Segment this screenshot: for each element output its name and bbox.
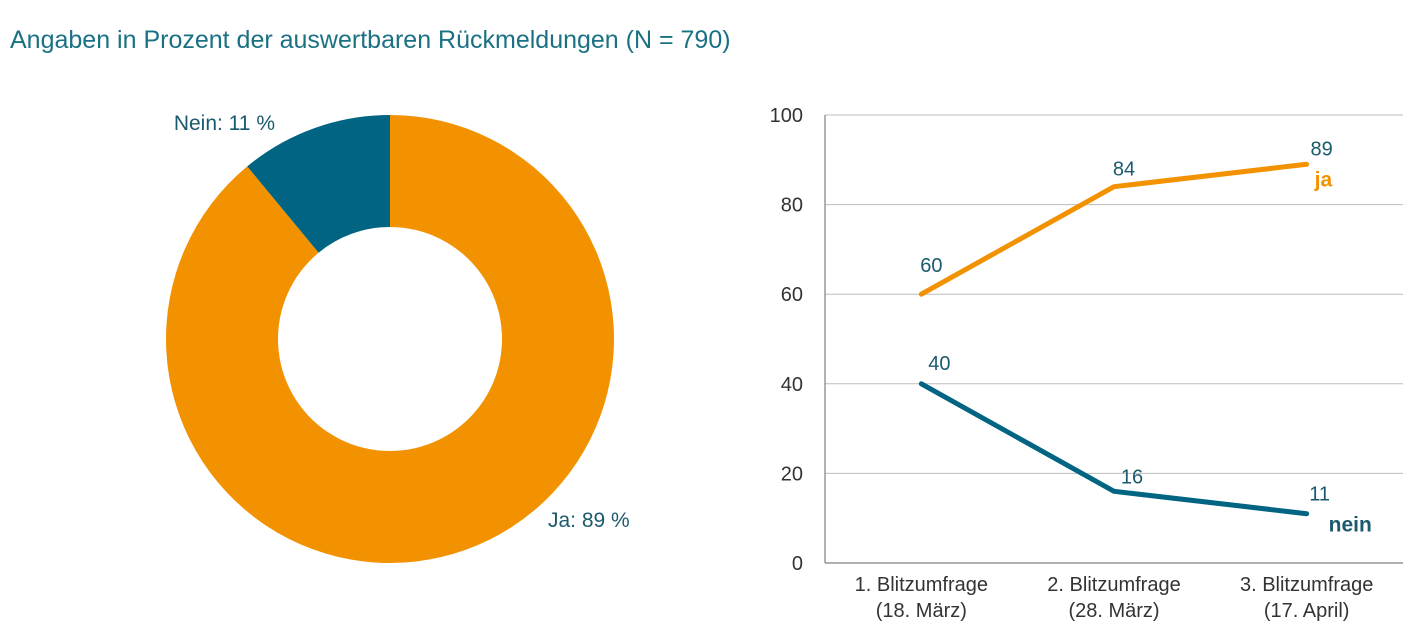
- y-tick-label: 60: [781, 284, 803, 306]
- data-label-ja: 60: [920, 255, 942, 277]
- series-name-label-ja: ja: [1314, 168, 1333, 191]
- data-label-nein: 16: [1121, 466, 1143, 488]
- line-chart: 0 20 40 60 80 100 1. Blitzumfrage (18. März) 2. …: [770, 105, 1403, 622]
- donut-chart: Ja: 89 % Nein: 11 %: [166, 112, 630, 564]
- y-tick-label: 0: [792, 553, 803, 575]
- x-tick-label: 1. Blitzumfrage (18. März): [855, 574, 988, 622]
- x-tick-label: 2. Blitzumfrage (28. März): [1047, 574, 1180, 622]
- y-tick-label: 20: [781, 463, 803, 485]
- data-label-nein: 40: [928, 353, 950, 375]
- series-line-nein: [918, 381, 1310, 517]
- donut-label-nein: Nein: 11 %: [174, 112, 275, 135]
- y-tick-label: 80: [781, 195, 803, 217]
- chart-title: Angaben in Prozent der auswertbaren Rück…: [10, 26, 731, 54]
- data-label-nein: 11: [1309, 484, 1330, 506]
- data-label-ja: 89: [1311, 138, 1333, 160]
- donut-label-ja: Ja: 89 %: [548, 509, 630, 532]
- donut-slice-ja: [166, 115, 614, 564]
- series-line-ja: [918, 161, 1310, 297]
- donut-slice-nein: [247, 115, 390, 253]
- data-label-ja: 84: [1113, 159, 1135, 181]
- series-name-label-nein: nein: [1329, 514, 1372, 537]
- y-tick-label: 40: [781, 374, 803, 396]
- x-tick-label: 3. Blitzumfrage (17. April): [1240, 574, 1373, 622]
- y-tick-label: 100: [770, 105, 803, 127]
